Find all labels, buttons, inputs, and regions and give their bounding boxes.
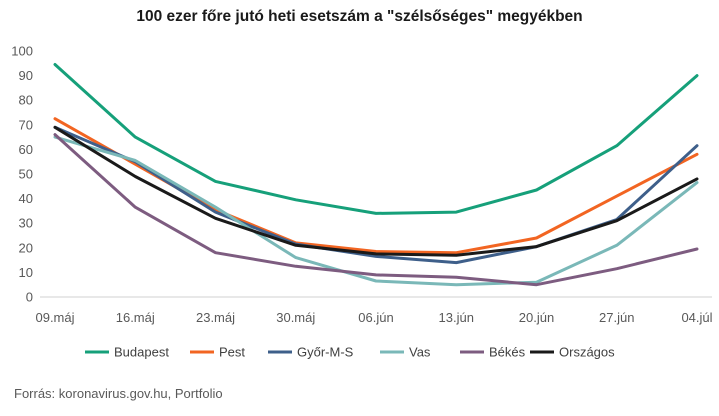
legend-label: Vas (409, 345, 431, 360)
y-tick-label: 20 (19, 240, 33, 255)
y-axis: 0 10 20 30 40 50 60 70 80 90 100 (11, 44, 33, 305)
x-tick-label: 20.jún (519, 310, 554, 325)
legend-label: Békés (489, 345, 526, 360)
x-tick-label: 16.máj (116, 310, 155, 325)
x-tick-label: 09.máj (35, 310, 74, 325)
y-tick-label: 10 (19, 265, 33, 280)
y-tick-label: 80 (19, 93, 33, 108)
series-line-budapest (53, 63, 699, 215)
x-axis: 09.máj 16.máj 23.máj 30.máj 06.jún 13.jún 20.j… (35, 310, 712, 325)
y-tick-label: 30 (19, 216, 33, 231)
x-tick-label: 30.máj (276, 310, 315, 325)
series-line-orsz-gos (53, 125, 699, 257)
legend-label: Budapest (114, 345, 169, 360)
series-lines (53, 63, 699, 287)
legend-label: Pest (219, 345, 245, 360)
source-note: Forrás: koronavirus.gov.hu, Portfolio (14, 386, 223, 401)
y-tick-label: 70 (19, 117, 33, 132)
legend-label: Országos (559, 345, 615, 360)
x-tick-label: 27.jún (599, 310, 634, 325)
legend: Budapest Pest Győr-M-S Vas Békés Országos (85, 345, 615, 360)
y-tick-label: 60 (19, 142, 33, 157)
x-tick-label: 06.jún (358, 310, 393, 325)
series-line-b-k-s (53, 133, 699, 287)
y-tick-label: 50 (19, 167, 33, 182)
series-line-vas (53, 135, 699, 287)
x-tick-label: 13.jún (439, 310, 474, 325)
y-tick-label: 100 (11, 44, 33, 59)
x-tick-label: 04.júl (681, 310, 712, 325)
legend-label: Győr-M-S (297, 345, 354, 360)
chart-title: 100 ezer főre jutó heti esetszám a "szél… (136, 8, 583, 25)
x-tick-label: 23.máj (196, 310, 235, 325)
y-tick-label: 0 (26, 290, 33, 305)
y-tick-label: 40 (19, 191, 33, 206)
y-tick-label: 90 (19, 68, 33, 83)
